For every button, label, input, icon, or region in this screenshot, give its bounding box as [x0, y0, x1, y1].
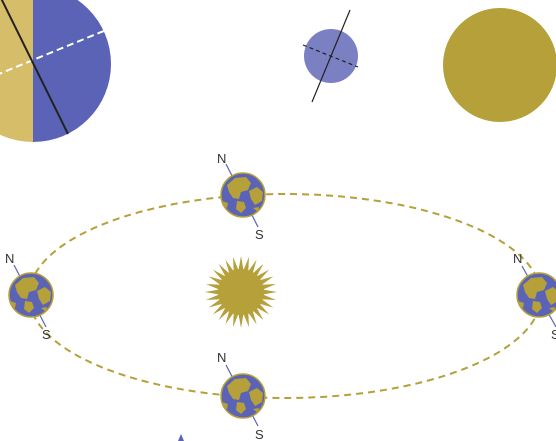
sun-icon [205, 256, 277, 328]
south-label: S [255, 427, 264, 441]
globe-icon [220, 373, 266, 419]
south-label: S [42, 327, 51, 342]
orbit-path [28, 193, 542, 399]
night-hemisphere [33, 0, 111, 142]
small-planet-axis [311, 9, 351, 103]
globe-icon [220, 172, 266, 218]
marker-triangle [178, 434, 184, 441]
earth-bottom: N S [217, 350, 266, 441]
rotation-axis [0, 0, 69, 135]
south-label: S [551, 327, 556, 342]
day-hemisphere [0, 0, 33, 142]
north-label: N [5, 251, 14, 266]
gold-disk [443, 8, 556, 122]
earth-top: N S [217, 151, 266, 242]
small-planet [302, 9, 359, 103]
globe-icon [516, 272, 556, 318]
large-planet [0, 0, 111, 142]
north-label: N [217, 350, 226, 365]
south-label: S [255, 227, 264, 242]
north-label: N [217, 151, 226, 166]
north-label: N [513, 251, 522, 266]
globe-icon [8, 272, 54, 318]
earth-right: N S [513, 251, 556, 342]
earth-left: N S [5, 251, 54, 342]
